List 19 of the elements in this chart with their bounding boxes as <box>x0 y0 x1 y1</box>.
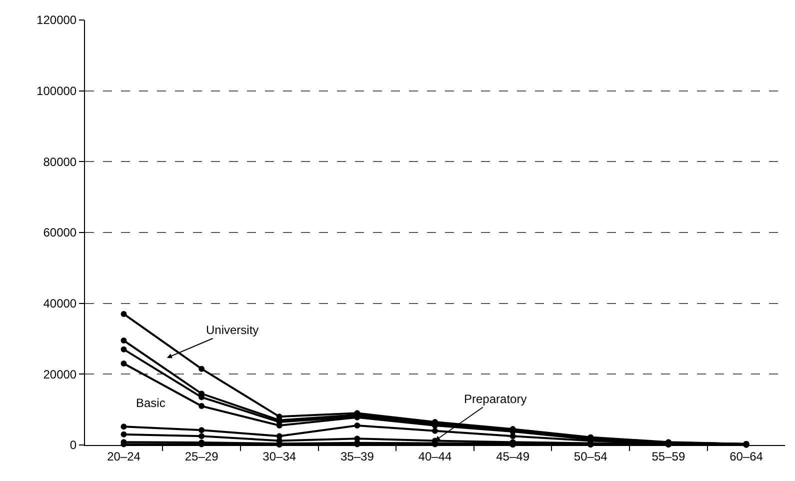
y-tick-label: 120000 <box>36 13 77 28</box>
y-tick-label: 80000 <box>43 154 77 169</box>
y-tick-label: 60000 <box>43 226 77 240</box>
y-tick-label: 40000 <box>43 296 77 311</box>
annotation: University <box>206 323 259 337</box>
annotation: Basic <box>136 396 166 410</box>
x-tick-label: 20–24 <box>107 449 141 464</box>
y-tick-label: 100000 <box>36 84 77 98</box>
x-tick-label: 40–44 <box>418 449 452 464</box>
x-tick-label: 30–34 <box>262 449 296 464</box>
annotation: Preparatory <box>464 392 527 406</box>
x-tick-label: 60–64 <box>730 449 764 464</box>
y-tick-label: 0 <box>70 438 77 452</box>
x-tick-label: 35–39 <box>340 449 374 464</box>
y-tick-label: 20000 <box>43 367 77 382</box>
x-tick-label: 25–29 <box>184 449 219 464</box>
x-tick-label: 55–59 <box>652 449 686 464</box>
x-tick-label: 45–49 <box>496 449 530 464</box>
x-tick-label: 50–54 <box>574 449 608 464</box>
